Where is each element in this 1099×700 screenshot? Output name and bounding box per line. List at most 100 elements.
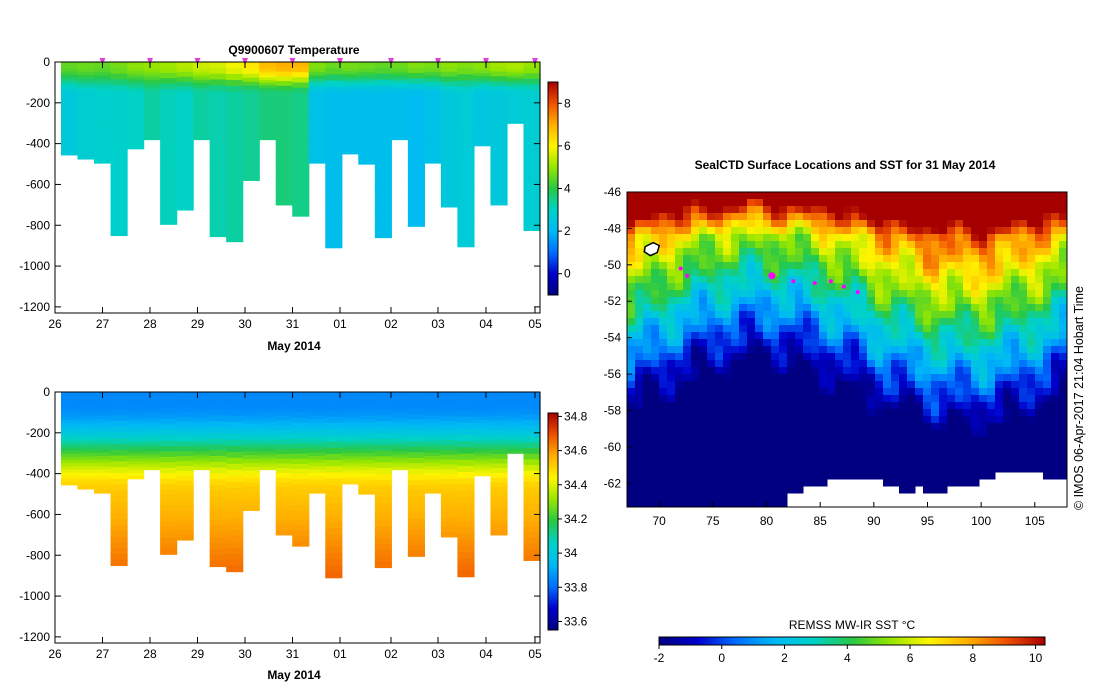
colorbar-tick-label: 4 <box>844 651 851 665</box>
sst-cell <box>1059 227 1068 235</box>
temperature-cell <box>242 85 260 91</box>
temperature-cell <box>506 90 525 94</box>
sst-cell <box>1035 465 1044 473</box>
salinity-cell <box>61 438 79 443</box>
temperature-cell <box>143 129 161 133</box>
temperature-cell <box>490 147 508 154</box>
salinity-cell <box>94 408 112 413</box>
sst-cell <box>955 311 964 319</box>
temperature-cell <box>94 152 112 157</box>
salinity-cell <box>275 491 293 498</box>
sst-cell <box>843 444 852 452</box>
salinity-cell <box>341 401 359 405</box>
sst-cell <box>915 339 924 347</box>
salinity-cell <box>407 496 425 503</box>
temperature-cell <box>506 115 525 118</box>
sst-cell <box>1051 318 1060 326</box>
sst-cell <box>787 227 796 235</box>
salinity-cell <box>127 400 145 405</box>
sst-cell <box>931 381 940 389</box>
salinity-cell <box>110 542 128 549</box>
sst-cell <box>875 367 884 375</box>
sst-cell <box>1027 255 1036 263</box>
temperature-cell <box>292 149 310 156</box>
sst-cell <box>971 332 980 340</box>
salinity-cell <box>292 458 310 465</box>
sst-cell <box>739 213 748 221</box>
salinity-cell <box>457 447 475 455</box>
sst-cell <box>811 255 820 263</box>
temperature-cell <box>358 65 376 70</box>
sst-cell <box>1043 381 1052 389</box>
salinity-cell <box>325 552 343 560</box>
salinity-cell <box>407 392 425 399</box>
sst-cell <box>643 311 652 319</box>
sst-cell <box>851 213 860 221</box>
sst-cell <box>1011 283 1020 291</box>
sst-cell <box>1027 262 1036 270</box>
salinity-cell <box>160 510 178 517</box>
sst-cell <box>835 318 844 326</box>
sst-cell <box>1027 206 1036 214</box>
sst-cell <box>715 493 724 501</box>
salinity-cell <box>358 487 376 492</box>
sst-cell <box>851 416 860 424</box>
y-tick-label: -600 <box>26 177 50 191</box>
salinity-cell <box>259 417 277 422</box>
sst-cell <box>819 318 828 326</box>
sst-cell <box>755 395 764 403</box>
sst-cell <box>675 381 684 389</box>
sst-cell <box>1011 192 1020 200</box>
sst-cell <box>643 437 652 445</box>
sst-cell <box>1035 402 1044 410</box>
sst-cell <box>715 395 724 403</box>
sst-cell <box>979 367 988 375</box>
temperature-cell <box>506 84 525 88</box>
temperature-cell <box>94 115 112 120</box>
sst-cell <box>723 388 732 396</box>
sst-cell <box>683 360 692 368</box>
sst-cell <box>627 213 636 221</box>
sst-cell <box>715 430 724 438</box>
temperature-cell <box>473 75 492 80</box>
salinity-cell <box>209 397 227 405</box>
temperature-cell <box>259 111 277 115</box>
salinity-cell <box>391 428 409 432</box>
temperature-cell <box>473 109 492 113</box>
sst-cell <box>747 276 756 284</box>
sst-cell <box>883 388 892 396</box>
sst-cell <box>1059 374 1068 382</box>
temperature-cell <box>110 218 128 225</box>
sst-cell <box>747 304 756 312</box>
sst-cell <box>995 444 1004 452</box>
sst-cell <box>979 311 988 319</box>
temperature-cell <box>407 122 425 129</box>
sst-cell <box>883 241 892 249</box>
temperature-cell <box>160 110 178 117</box>
sst-cell <box>811 458 820 466</box>
sst-cell <box>803 409 812 417</box>
salinity-cell <box>110 397 128 405</box>
temperature-cell <box>308 88 326 93</box>
salinity-cell <box>325 447 343 455</box>
sst-cell <box>627 360 636 368</box>
salinity-cell <box>391 451 409 455</box>
sst-cell <box>819 241 828 249</box>
sst-cell <box>955 234 964 242</box>
sst-cell <box>979 192 988 200</box>
sst-cell <box>955 402 964 410</box>
salinity-cell <box>424 395 442 400</box>
sst-cell <box>947 325 956 333</box>
sst-cell <box>979 276 988 284</box>
temperature-cell <box>440 110 459 116</box>
sst-cell <box>923 213 932 221</box>
sst-cell <box>955 325 964 333</box>
salinity-cell <box>325 491 343 498</box>
salinity-cell <box>473 397 492 401</box>
sst-cell <box>715 276 724 284</box>
temperature-cell <box>209 166 227 174</box>
sst-cell <box>787 388 796 396</box>
sst-cell <box>715 241 724 249</box>
sst-cell <box>651 325 660 333</box>
sst-cell <box>739 339 748 347</box>
